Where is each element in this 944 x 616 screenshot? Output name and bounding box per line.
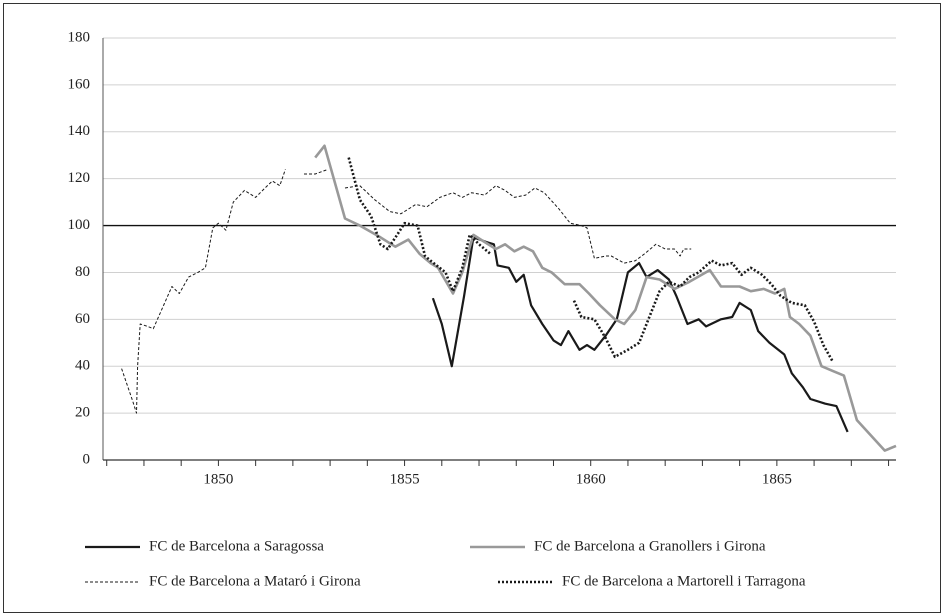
x-tick-label: 1865: [762, 471, 792, 487]
y-tick-label: 100: [68, 217, 91, 233]
legend-label: FC de Barcelona a Granollers i Girona: [534, 538, 766, 554]
legend-label: FC de Barcelona a Mataró i Girona: [149, 573, 361, 589]
x-tick-label: 1850: [203, 471, 233, 487]
x-tick-label: 1860: [576, 471, 606, 487]
y-tick-label: 180: [68, 29, 91, 45]
series-line: [121, 168, 692, 414]
y-tick-label: 120: [68, 170, 91, 186]
legend-label: FC de Barcelona a Martorell i Tarragona: [562, 573, 806, 589]
x-tick-label: 1855: [390, 471, 420, 487]
y-tick-label: 140: [68, 123, 91, 139]
y-tick-label: 60: [75, 311, 90, 327]
y-tick-label: 40: [75, 358, 90, 374]
series-line: [347, 157, 834, 363]
legend-label: FC de Barcelona a Saragossa: [149, 538, 324, 554]
chart-border: [3, 3, 941, 613]
y-tick-label: 20: [75, 405, 90, 421]
y-tick-label: 0: [83, 451, 91, 467]
series-line: [431, 236, 849, 433]
y-tick-label: 160: [68, 76, 91, 92]
series-line: [314, 144, 897, 452]
y-tick-label: 80: [75, 264, 90, 280]
